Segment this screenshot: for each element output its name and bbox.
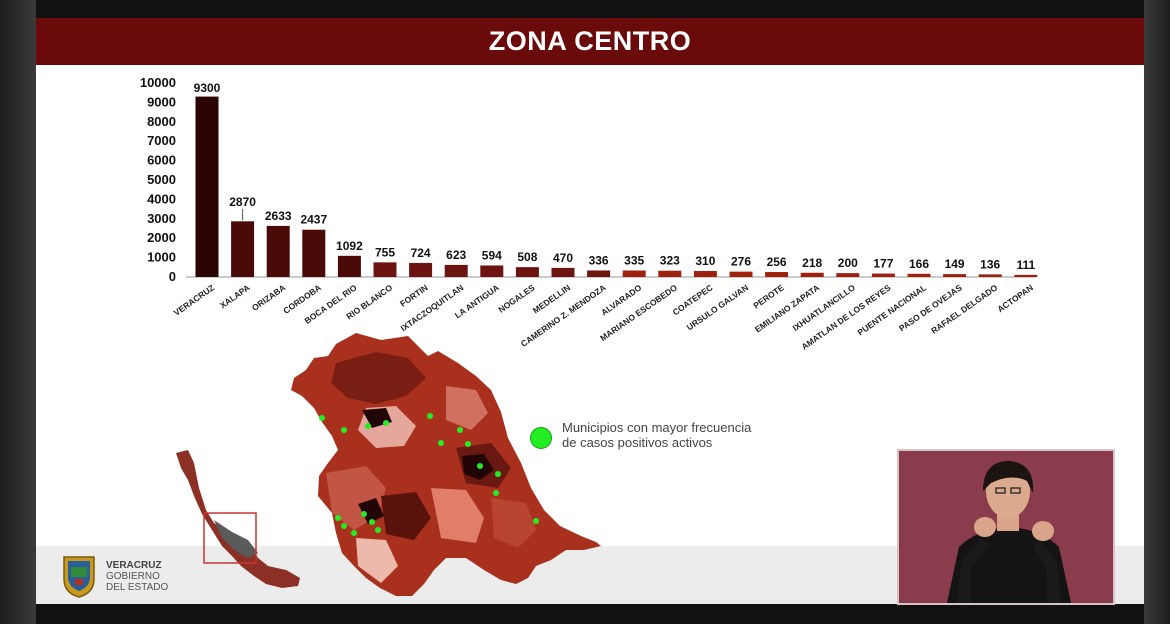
title-bar: ZONA CENTRO: [36, 18, 1144, 65]
y-tick-label: 10000: [140, 75, 176, 90]
legend-marker: [530, 427, 552, 449]
legend-text: Municipios con mayor frecuencia de casos…: [562, 420, 751, 450]
bar-fortin: [409, 262, 433, 277]
bar-actopan: [1014, 274, 1038, 277]
value-label: 2633: [265, 209, 292, 223]
logo-line-1: VERACRUZ: [106, 559, 162, 571]
value-label: 623: [446, 248, 466, 262]
value-label: 218: [802, 256, 822, 270]
y-tick-label: 2000: [147, 230, 176, 245]
screen-edge-left: [0, 0, 36, 624]
bar-nogales: [515, 267, 539, 277]
bar-rio-blanco: [373, 262, 397, 277]
map-legend: Municipios con mayor frecuencia de casos…: [530, 420, 751, 450]
value-label: 2437: [300, 213, 327, 227]
bar-emiliano-zapata: [800, 272, 824, 277]
value-label: 724: [411, 246, 431, 260]
zona-centro-map: [291, 333, 601, 596]
map-markers: [319, 413, 539, 536]
value-label: 276: [731, 255, 751, 269]
value-label: 2870: [229, 195, 256, 209]
y-tick-label: 4000: [147, 191, 176, 206]
value-label: 310: [695, 254, 715, 268]
legend-line-2: de casos positivos activos: [562, 435, 713, 450]
bar-medellin: [551, 267, 575, 277]
bar-ixtaczoquitlan: [444, 264, 468, 277]
bar-chart: 0 1000 2000 3000 4000 5000 6000 7000 8000 9000 100…: [140, 75, 1038, 352]
value-label: 177: [873, 257, 893, 271]
value-label: 9300: [194, 81, 221, 95]
bar-puente-nacional: [907, 273, 931, 277]
value-label: 1092: [336, 239, 363, 253]
value-label: 594: [482, 248, 502, 262]
bar-ursulo-galvan: [729, 271, 753, 277]
top-letterbox: [36, 0, 1144, 18]
bar-cordoba: [302, 229, 326, 277]
value-label: 336: [589, 253, 609, 267]
bar-camerino-z-mendoza: [587, 270, 611, 277]
value-label: 136: [980, 257, 1000, 271]
screen-edge-right: [1144, 0, 1170, 624]
state-outline-map: [176, 450, 300, 588]
bar-coatepec: [693, 270, 717, 277]
y-tick-label: 5000: [147, 172, 176, 187]
bar-alvarado: [622, 270, 646, 277]
y-tick-label: 6000: [147, 153, 176, 168]
y-tick-label: 9000: [147, 94, 176, 109]
bar-ixhuatlancillo: [836, 273, 860, 277]
y-tick-label: 8000: [147, 114, 176, 129]
slide-title: ZONA CENTRO: [488, 26, 692, 56]
bar-rafael-delgado: [978, 274, 1002, 277]
value-label: 166: [909, 257, 929, 271]
bar-veracruz: [195, 96, 219, 277]
value-label: 200: [838, 256, 858, 270]
value-label: 256: [767, 255, 787, 269]
value-label: 755: [375, 245, 395, 259]
bar-mariano-escobedo: [658, 270, 682, 277]
bar-boca-del-rio: [337, 255, 361, 277]
legend-line-1: Municipios con mayor frecuencia: [562, 420, 752, 435]
value-label: 335: [624, 254, 644, 268]
y-tick-label: 7000: [147, 133, 176, 148]
y-tick-label: 0: [169, 269, 176, 284]
value-label: 470: [553, 251, 573, 265]
government-logo: VERACRUZ GOBIERNO DEL ESTADO: [60, 553, 168, 599]
bar-orizaba: [266, 225, 290, 277]
value-label: 508: [517, 250, 537, 264]
logo-line-3: DEL ESTADO: [106, 581, 169, 593]
value-label: 111: [1016, 258, 1035, 272]
sign-language-interpreter-video: [897, 449, 1115, 605]
value-label: 323: [660, 254, 680, 268]
y-tick-label: 3000: [147, 211, 176, 226]
veracruz-map: [176, 333, 601, 596]
bar-paso-de-ovejas: [943, 274, 967, 277]
interpreter-figure: [947, 461, 1071, 603]
value-label: 149: [945, 257, 965, 271]
logo-text: VERACRUZ GOBIERNO DEL ESTADO: [106, 560, 168, 593]
logo-line-2: GOBIERNO: [106, 570, 160, 582]
coat-of-arms-icon: [63, 556, 95, 598]
y-tick-label: 1000: [147, 250, 176, 265]
bar-perote: [765, 272, 789, 277]
bar-amatlan-de-los-reyes: [871, 273, 895, 277]
bottom-letterbox: [36, 604, 1144, 624]
bar-xalapa: [231, 221, 255, 277]
bar-la-antigua: [480, 265, 504, 277]
